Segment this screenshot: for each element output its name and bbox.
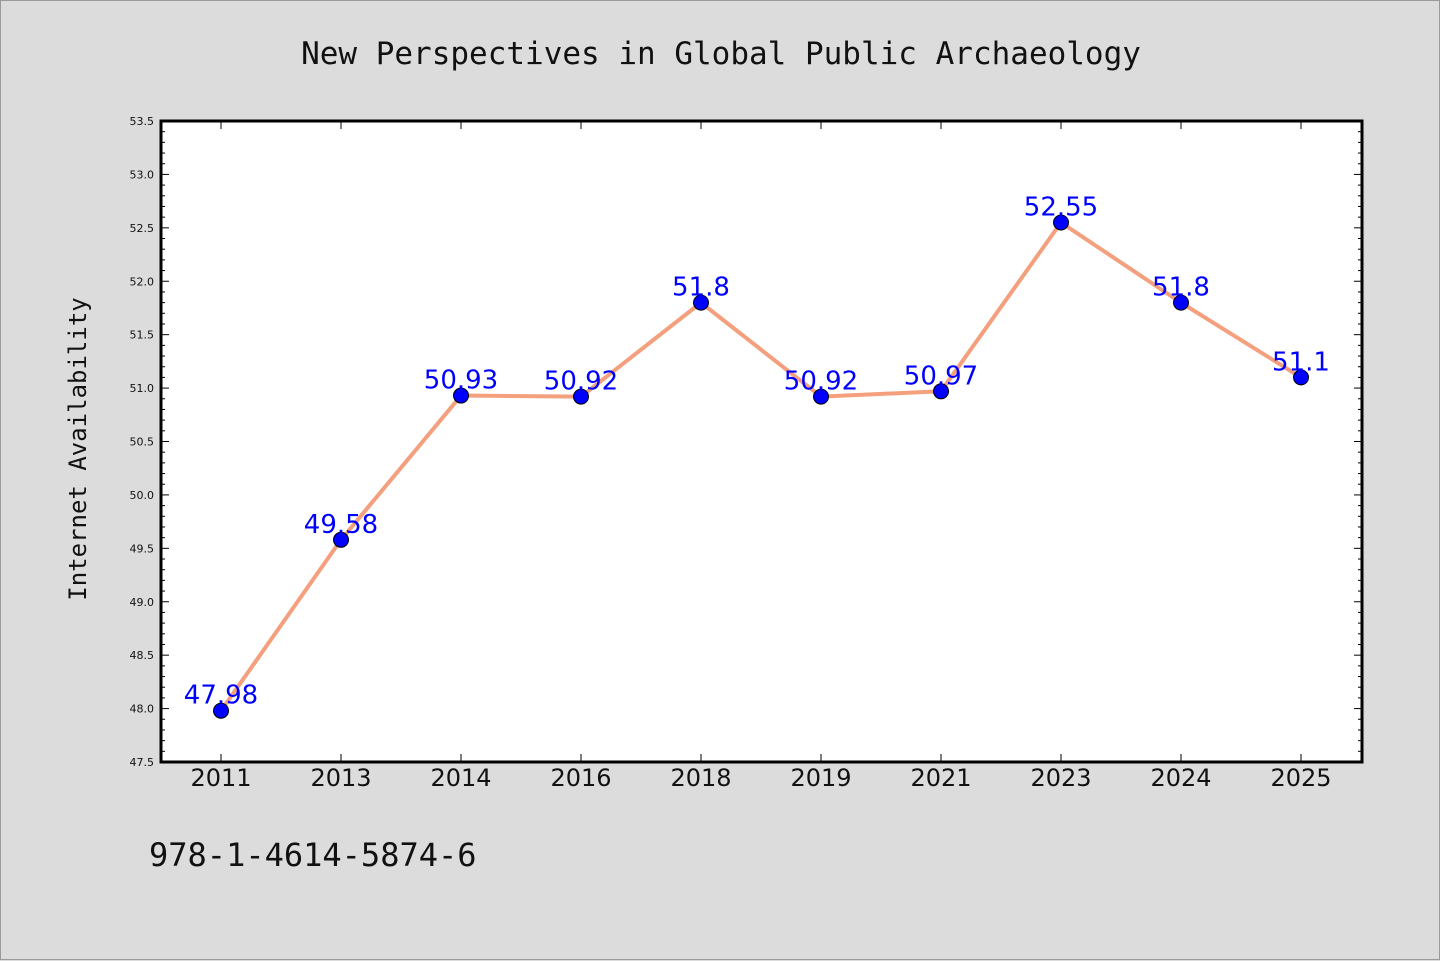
- data-label: 50.97: [904, 361, 978, 391]
- x-tick-label: 2019: [790, 764, 851, 792]
- isbn-text: 978-1-4614-5874-6: [149, 836, 477, 874]
- y-tick-label: 48.5: [130, 649, 155, 662]
- y-tick-label: 47.5: [130, 756, 155, 769]
- x-tick-label: 2025: [1270, 764, 1331, 792]
- plot-area: [161, 121, 1362, 762]
- data-point: [453, 387, 469, 404]
- series-layer: 47.98 49.58 50.93 50.92 51.8 50.92 50.97 52.55 5…: [184, 192, 1330, 719]
- data-label: 50.93: [424, 366, 498, 396]
- x-tick-label: 2018: [670, 764, 731, 792]
- data-label: 49.58: [304, 510, 378, 540]
- y-tick-label: 50.0: [130, 489, 155, 502]
- y-tick-label: 50.5: [130, 436, 155, 449]
- y-tick-label: 49.5: [130, 542, 155, 555]
- data-label: 50.92: [544, 367, 618, 397]
- y-tick-label: 51.0: [130, 382, 155, 395]
- y-tick-label: 53.0: [130, 168, 155, 181]
- data-label: 51.1: [1272, 347, 1330, 377]
- plot-border: [159, 119, 1364, 764]
- series-line: [219, 220, 1303, 713]
- x-tick-label: 2013: [310, 764, 371, 792]
- y-tick-label: 53.5: [130, 115, 155, 128]
- x-tick-label: 2024: [1150, 764, 1211, 792]
- data-label: 51.8: [672, 273, 730, 303]
- data-point: [573, 388, 589, 405]
- data-point: [933, 383, 949, 400]
- data-label: 47.98: [184, 681, 258, 711]
- data-label: 50.92: [784, 367, 858, 397]
- y-axis: 47.5 48.0 48.5 49.0 49.5 50.0 50.5 51.0 51.5 52.0…: [130, 115, 1362, 769]
- chart-title: New Perspectives in Global Public Archae…: [301, 36, 1141, 72]
- x-tick-label: 2011: [190, 764, 251, 792]
- data-point: [813, 388, 829, 405]
- data-point: [693, 294, 709, 311]
- x-tick-label: 2023: [1030, 764, 1091, 792]
- data-point: [1053, 214, 1069, 231]
- data-label: 51.8: [1152, 273, 1210, 303]
- data-point: [333, 531, 349, 548]
- x-tick-label: 2021: [910, 764, 971, 792]
- data-label: 52.55: [1024, 192, 1098, 222]
- data-point: [1293, 369, 1309, 386]
- y-tick-label: 51.5: [130, 329, 155, 342]
- y-tick-label: 52.0: [130, 275, 155, 288]
- y-tick-label: 48.0: [130, 703, 155, 716]
- x-axis: 2011 2013 2014 2016 2018 2019 2021 2023 2024 2025: [190, 121, 1332, 792]
- y-tick-label: 52.5: [130, 222, 155, 235]
- data-point: [1173, 294, 1189, 311]
- data-point: [213, 702, 229, 719]
- y-axis-label: Internet Availability: [64, 297, 92, 600]
- y-tick-label: 49.0: [130, 596, 155, 609]
- x-tick-label: 2016: [550, 764, 611, 792]
- x-tick-label: 2014: [430, 764, 491, 792]
